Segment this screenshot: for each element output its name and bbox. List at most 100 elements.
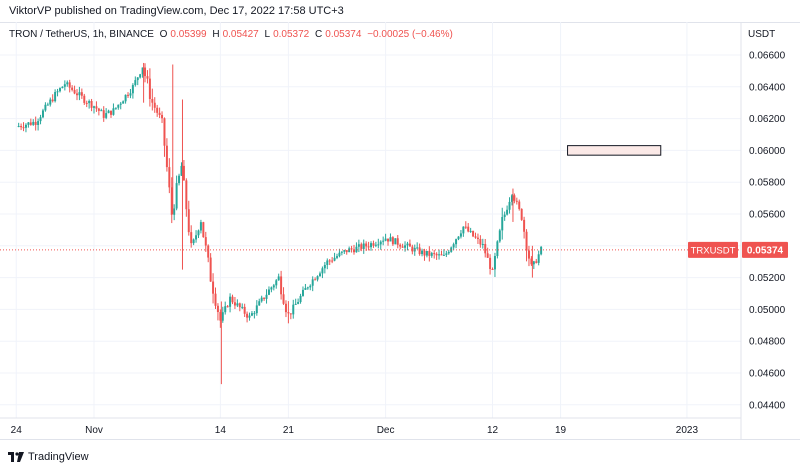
candle-body [139,74,142,78]
candle-body [318,273,321,277]
time-tick-label: Dec [377,425,395,436]
candle-body [136,77,139,81]
candle-body [493,256,496,270]
candle-body [212,281,215,294]
candle-body [537,254,540,263]
candle-body [530,258,533,265]
candle-body [314,279,317,281]
candle-body [321,268,324,274]
candle-body [204,237,207,246]
candle-body [260,297,263,302]
time-tick-label: 14 [215,425,227,436]
candle-body [272,285,275,288]
chart-grid [0,22,741,418]
candle-body [241,306,244,308]
candle-body [501,217,504,231]
candle-body [282,294,285,304]
candle-body [472,230,475,237]
candle-body [343,250,346,252]
candle-body [486,253,489,258]
candle-body [316,276,319,280]
candle-body [360,244,363,249]
candle-body [345,250,348,253]
price-tick-label: 0.04600 [749,369,786,380]
candle-body [535,261,538,263]
candle-body [119,103,122,105]
candle-body [146,76,149,79]
candle-body [163,118,166,146]
time-tick-label: 19 [555,425,567,436]
candle-body [32,121,35,125]
candle-body [56,91,59,93]
price-tick-label: 0.06200 [749,114,786,125]
candle-body [102,110,105,118]
legend-low-key: L [264,29,271,40]
candle-body [90,101,93,108]
candle-body [440,254,443,256]
candle-body [207,245,210,258]
chart-frame[interactable] [0,22,800,440]
candle-body [391,237,394,245]
candle-body [216,305,219,313]
tradingview-logo-icon[interactable] [8,450,24,464]
legend-close: 0.05374 [325,29,362,40]
candle-body [506,209,509,215]
candle-body [100,110,103,112]
candle-body [78,92,81,96]
candle-body [323,264,326,269]
candle-body [214,293,217,306]
candle-body [333,257,336,261]
time-tick-label: Nov [85,425,103,436]
candle-body [498,230,501,242]
candle-body [270,287,273,290]
candle-body [387,238,390,242]
candle-body [58,88,61,92]
candle-body [80,92,83,96]
candle-body [246,313,249,318]
candle-body [61,86,64,89]
candle-body [182,165,185,181]
candle-body [20,126,23,128]
candle-body [34,121,37,125]
tradingview-brand[interactable]: TradingView [28,451,89,463]
header: ViktorVP published on TradingView.com, D… [0,0,800,22]
candle-body [275,280,278,286]
candle-body [394,238,397,245]
candle-body [362,243,365,249]
footer: TradingView [0,445,800,470]
candle-body [389,237,392,242]
candle-body [148,78,151,99]
candle-body [326,260,329,265]
candle-body [258,301,261,306]
candle-body [110,110,113,115]
candle-body [450,247,453,252]
candle-body [209,257,212,282]
candle-body [309,285,312,288]
candle-body [68,82,71,88]
candle-body [411,246,414,252]
candle-body [39,117,42,122]
resistance-zone-box[interactable] [567,145,662,156]
candle-body [299,295,302,303]
candle-body [156,107,159,113]
candle-body [284,303,287,313]
candle-body [243,306,246,314]
candle-body [231,296,234,303]
candle-body [267,289,270,295]
candle-body [508,201,511,210]
legend-open: 0.05399 [170,29,207,40]
candle-body [153,102,156,108]
candle-body [95,106,98,109]
candle-body [71,87,74,90]
price-axis-currency: USDT [748,29,775,40]
candle-body [144,67,147,77]
candle-body [372,243,375,246]
candle-body [421,250,424,255]
candle-body [131,85,134,94]
candle-body [445,253,448,255]
candle-body [416,247,419,249]
candle-body [192,239,195,244]
last-price-tags: TRXUSDT 0.05374 [688,241,788,258]
candle-body [418,247,421,255]
